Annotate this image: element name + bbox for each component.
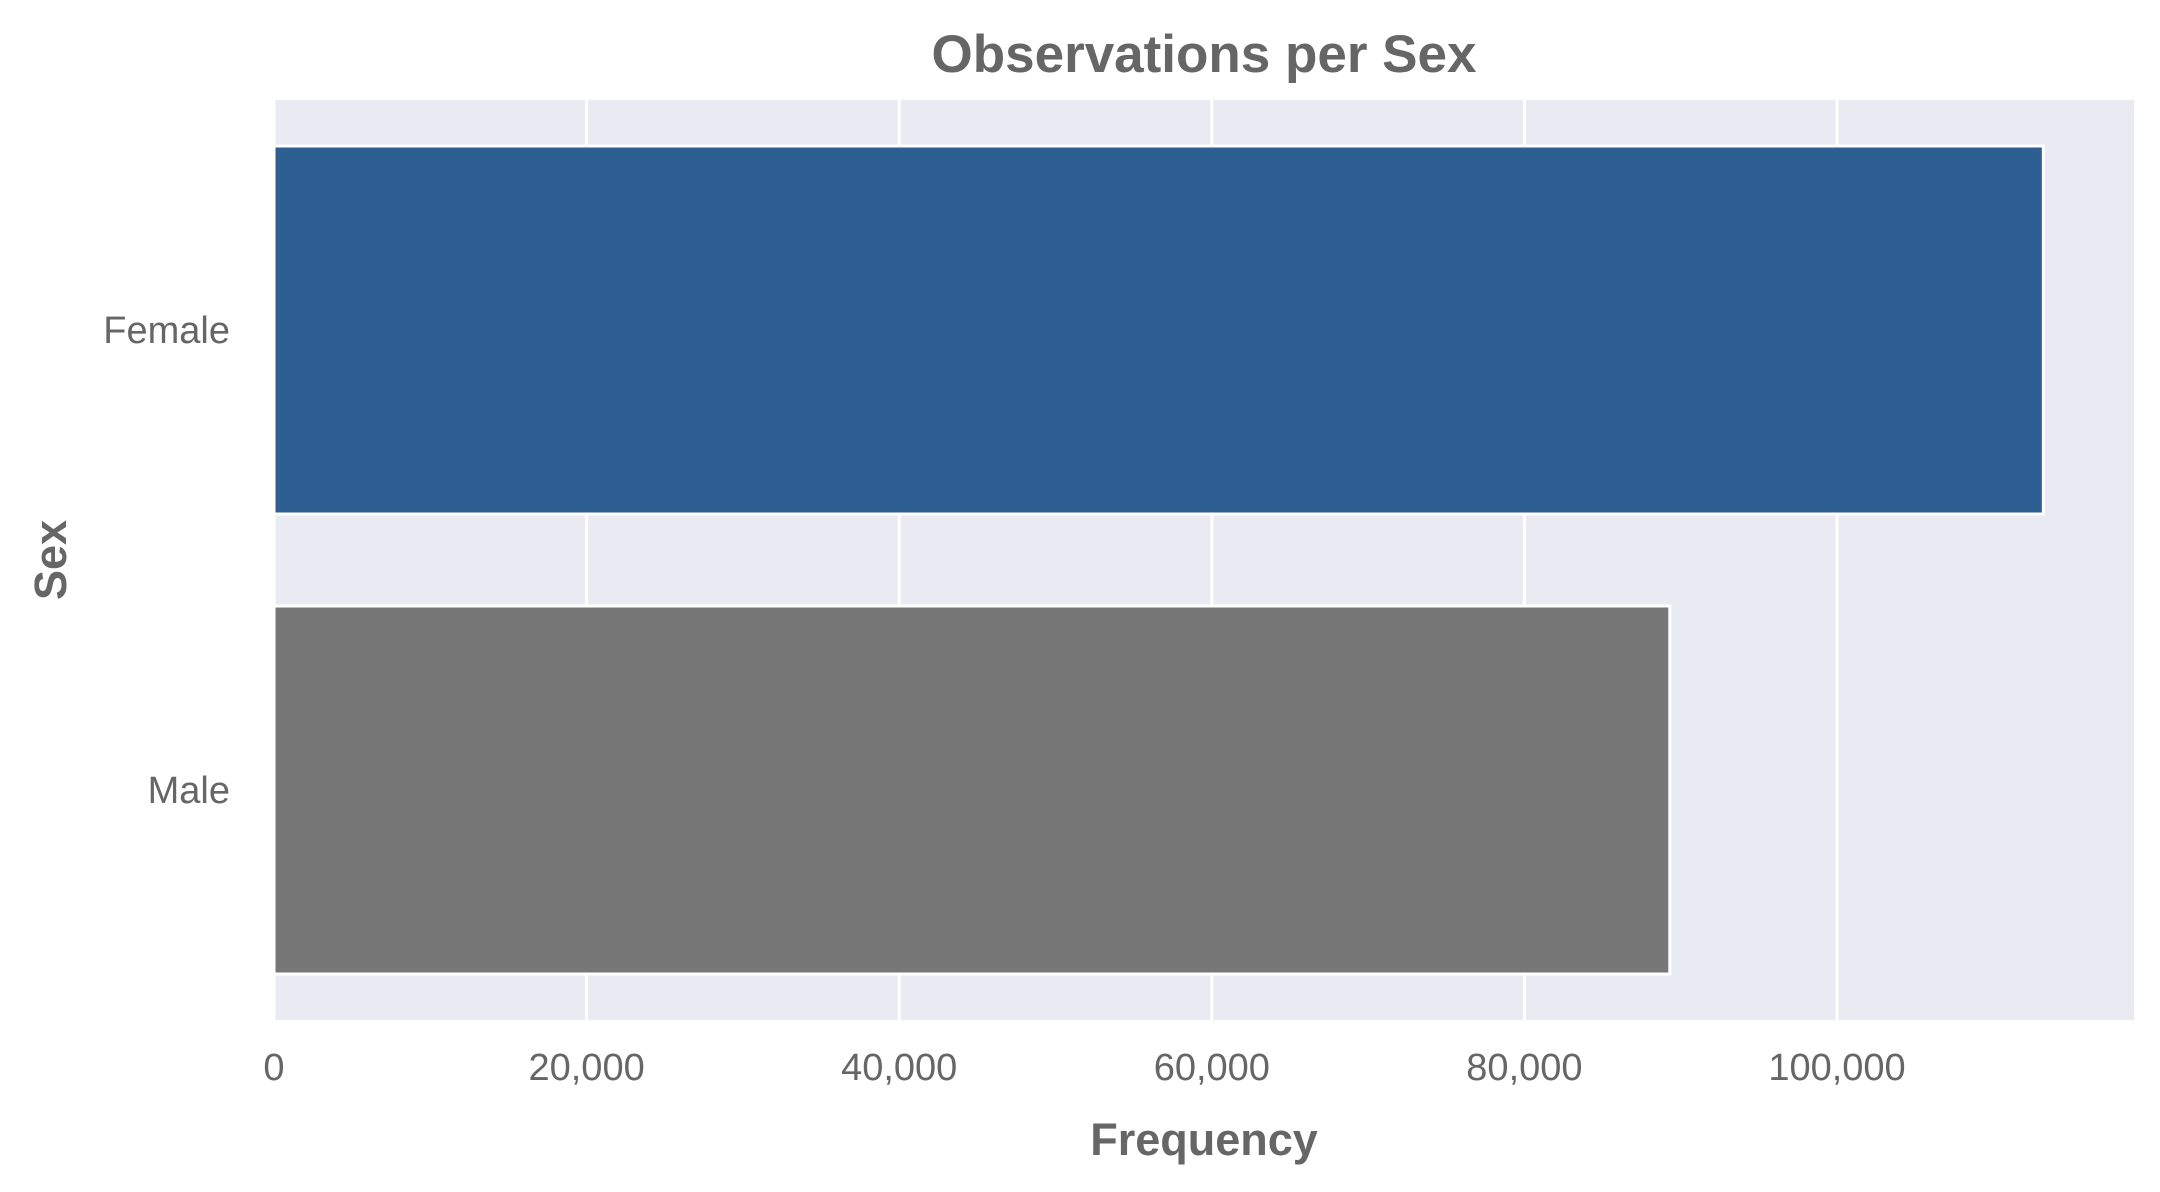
bars xyxy=(272,144,2045,976)
chart-title: Observations per Sex xyxy=(932,25,1477,84)
bar-male xyxy=(272,604,1672,976)
y-tick-label: Female xyxy=(103,310,230,352)
bar-female xyxy=(272,144,2045,516)
x-tick-label: 0 xyxy=(263,1047,284,1089)
x-tick-labels: 0 20,000 40,000 60,000 80,000 100,000 xyxy=(263,1047,1905,1089)
y-axis-label: Sex xyxy=(25,520,76,600)
x-tick-label: 20,000 xyxy=(528,1047,644,1089)
y-tick-labels: Female Male xyxy=(103,310,230,812)
x-tick-label: 100,000 xyxy=(1768,1047,1905,1089)
x-tick-label: 60,000 xyxy=(1154,1047,1270,1089)
x-tick-label: 80,000 xyxy=(1466,1047,1582,1089)
x-axis-label: Frequency xyxy=(1090,1114,1318,1165)
x-tick-label: 40,000 xyxy=(841,1047,957,1089)
y-tick-label: Male xyxy=(148,770,230,812)
